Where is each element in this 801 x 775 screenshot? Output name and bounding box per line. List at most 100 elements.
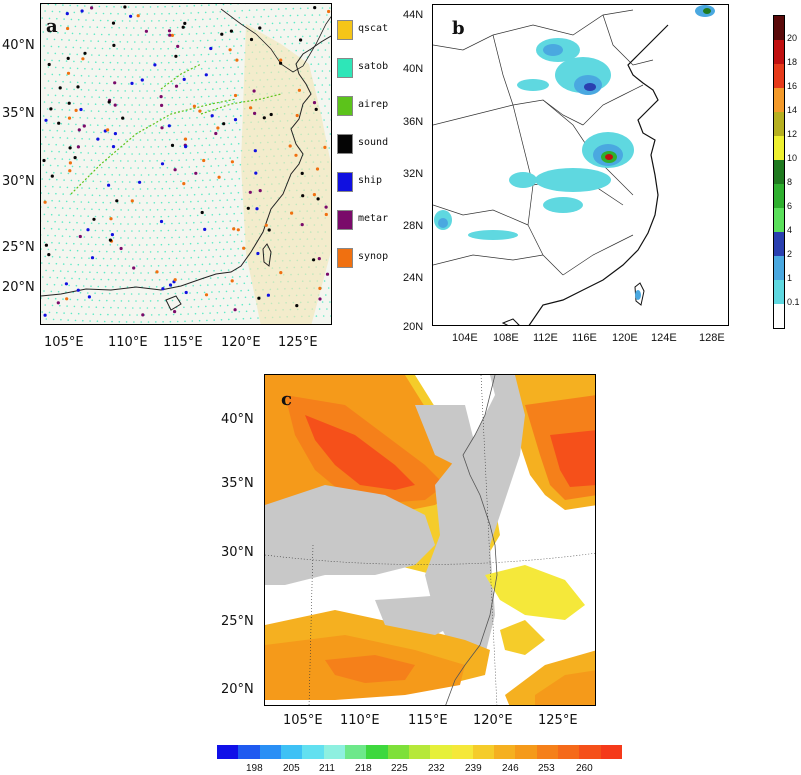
colorbar-label: 4 xyxy=(787,225,793,235)
colorbar-swatch xyxy=(408,745,431,759)
colorbar-label: 218 xyxy=(355,763,372,774)
panel-c-label: c xyxy=(281,389,292,410)
colorbar-swatch xyxy=(774,40,784,64)
lat-tick-label: 32N xyxy=(403,168,424,180)
legend-swatch xyxy=(337,210,353,230)
colorbar-label: 232 xyxy=(428,763,445,774)
colorbar-label: 198 xyxy=(246,763,263,774)
colorbar-label: 14 xyxy=(787,105,798,115)
lat-tick-label: 35°N xyxy=(2,106,35,121)
colorbar-swatch xyxy=(515,745,538,759)
legend-swatch xyxy=(337,96,353,116)
country-border xyxy=(220,8,331,73)
panel-a-map xyxy=(40,3,332,325)
brightness-temperature-field xyxy=(265,375,595,705)
colorbar-label: 205 xyxy=(283,763,300,774)
colorbar-swatch xyxy=(774,280,784,304)
colorbar-label: 10 xyxy=(787,153,798,163)
panel-b-map xyxy=(432,4,729,326)
colorbar-label: 211 xyxy=(319,763,335,774)
colorbar-swatch xyxy=(558,745,580,759)
lon-tick-label: 110°E xyxy=(108,335,148,350)
colorbar-swatch xyxy=(774,64,784,88)
lat-tick-label: 28N xyxy=(403,220,424,232)
legend-swatch xyxy=(337,248,353,268)
lat-tick-label: 40N xyxy=(403,63,424,75)
airep-track xyxy=(160,63,202,90)
coastline xyxy=(445,375,498,705)
colorbar-swatch xyxy=(238,745,261,759)
colorbar-swatch xyxy=(366,745,388,759)
lon-tick-label: 115°E xyxy=(163,335,203,350)
lat-tick-label: 44N xyxy=(403,9,424,21)
panel-c-map xyxy=(264,374,596,706)
colorbar-label: 16 xyxy=(787,81,798,91)
colorbar-label: 246 xyxy=(502,763,519,774)
lat-tick-label: 20°N xyxy=(221,682,254,697)
lat-tick-label: 20°N xyxy=(2,280,35,295)
lon-tick-label: 128E xyxy=(699,332,725,344)
lat-tick-label: 36N xyxy=(403,116,424,128)
taiwan-island xyxy=(634,282,645,306)
lon-tick-label: 125°E xyxy=(278,335,318,350)
legend-label: airep xyxy=(358,99,389,110)
colorbar-swatch xyxy=(451,745,474,759)
legend-label: synop xyxy=(358,251,389,262)
colorbar-swatch xyxy=(536,745,559,759)
colorbar-swatch xyxy=(259,745,282,759)
meridian-gridline xyxy=(308,544,314,705)
colorbar-swatch xyxy=(344,745,367,759)
coastline xyxy=(41,35,331,297)
lat-tick-label: 20N xyxy=(403,321,424,333)
panel-c-map-svg xyxy=(265,375,595,705)
colorbar-swatch xyxy=(579,745,602,759)
hainan-island xyxy=(501,318,520,325)
lat-tick-label: 35°N xyxy=(221,476,254,491)
lon-tick-label: 116E xyxy=(572,332,597,344)
legend-swatch xyxy=(337,172,353,192)
colorbar-label: 225 xyxy=(391,763,408,774)
legend-label: qscat xyxy=(358,23,389,34)
meridian-gridline xyxy=(480,375,498,705)
colorbar-swatch xyxy=(774,112,784,136)
station-points xyxy=(42,5,331,317)
lon-tick-label: 110°E xyxy=(340,713,380,728)
taiwan-island xyxy=(262,243,272,267)
colorbar-swatch xyxy=(600,745,623,759)
colorbar-swatch xyxy=(280,745,303,759)
colorbar-swatch xyxy=(302,745,325,759)
lon-tick-label: 112E xyxy=(533,332,558,344)
colorbar-label: 239 xyxy=(465,763,482,774)
colorbar-label: 0.1 xyxy=(787,297,800,307)
legend-swatch xyxy=(337,58,353,78)
colorbar-swatch xyxy=(774,256,784,280)
colorbar-swatch xyxy=(774,160,784,184)
panel-b-label: b xyxy=(452,18,465,39)
lon-tick-label: 108E xyxy=(493,332,519,344)
coastline xyxy=(528,24,669,325)
airep-track xyxy=(200,93,282,115)
colorbar-swatch xyxy=(217,745,239,759)
lon-tick-label: 104E xyxy=(452,332,478,344)
colorbar-swatch xyxy=(774,88,784,112)
lon-tick-label: 115°E xyxy=(408,713,448,728)
colorbar-label: 260 xyxy=(576,763,593,774)
colorbar-label: 20 xyxy=(787,33,798,43)
colorbar-label: 18 xyxy=(787,57,798,67)
lat-tick-label: 40°N xyxy=(2,38,35,53)
legend-label: metar xyxy=(358,213,389,224)
legend-swatch xyxy=(337,20,353,40)
lon-tick-label: 120°E xyxy=(221,335,261,350)
lon-tick-label: 120E xyxy=(612,332,638,344)
colorbar-label: 2 xyxy=(787,249,793,259)
lon-tick-label: 105°E xyxy=(44,335,84,350)
hainan-island xyxy=(165,295,182,311)
colorbar-swatch xyxy=(472,745,495,759)
legend-label: ship xyxy=(358,175,383,186)
equator-gridline xyxy=(265,552,595,565)
colorbar-swatch xyxy=(774,208,784,232)
lat-tick-label: 30°N xyxy=(2,174,35,189)
panel-b-map-svg xyxy=(433,5,715,325)
province-borders xyxy=(433,9,654,276)
colorbar-swatch xyxy=(774,136,784,160)
